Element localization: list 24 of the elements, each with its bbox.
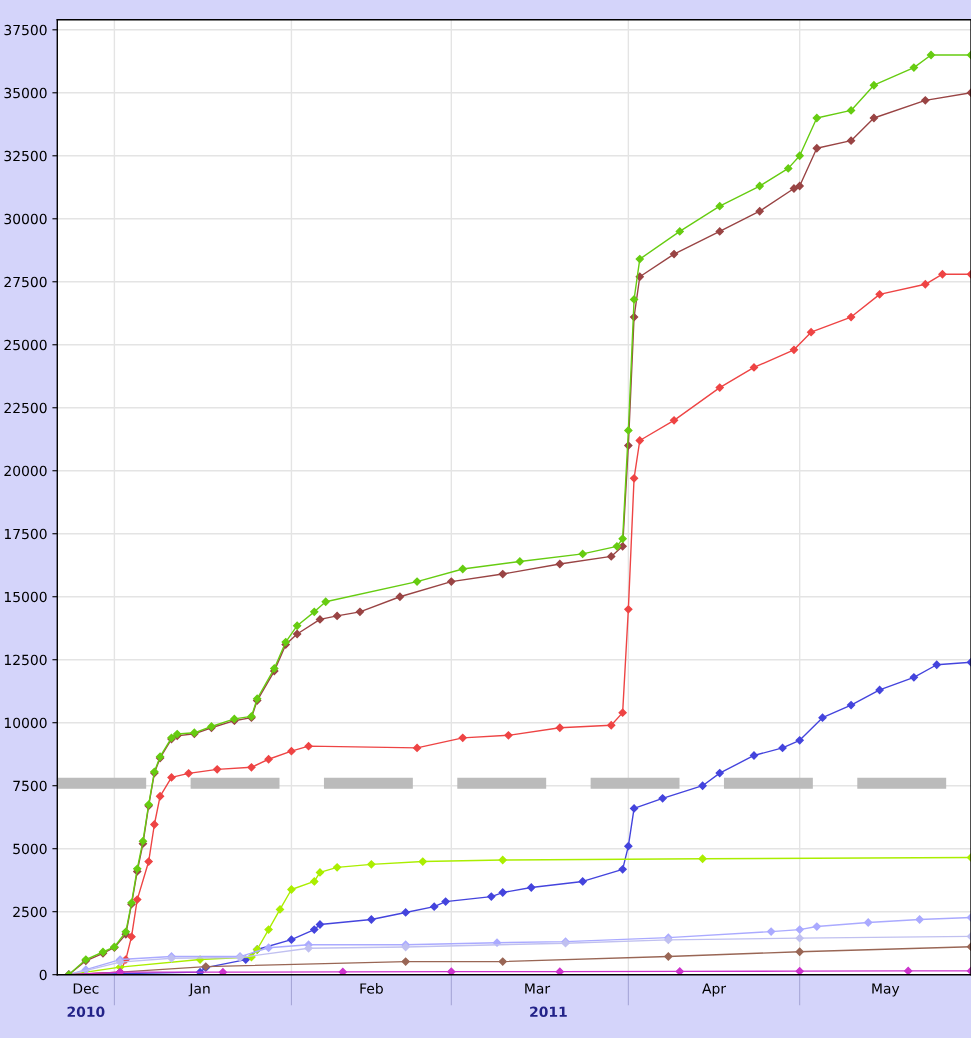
y-tick-label: 32500 (4, 150, 47, 162)
y-tick-label: 12500 (4, 654, 47, 666)
y-tick-label: 5000 (13, 843, 47, 855)
y-tick-label: 35000 (4, 87, 47, 99)
x-tick-label: Apr (702, 983, 727, 997)
y-tick-label: 0 (39, 969, 47, 981)
y-tick-label: 27500 (4, 276, 47, 288)
x2-tick-label: 2010 (67, 1006, 105, 1018)
y-tick-label: 30000 (4, 213, 47, 225)
y-tick-label: 37500 (4, 24, 47, 36)
y-tick-label: 20000 (4, 465, 47, 477)
x-tick-label: May (872, 983, 900, 997)
x2-tick-label: 2011 (530, 1006, 567, 1018)
x-tick-label: Feb (360, 983, 383, 994)
y-tick-label: 17500 (4, 528, 47, 540)
x-tick-label: Jan (188, 983, 210, 997)
y-tick-label: 22500 (4, 402, 47, 414)
y-tick-label: 15000 (4, 591, 47, 603)
y-tick-label: 2500 (13, 906, 47, 918)
y-tick-label: 10000 (4, 717, 47, 729)
x-tick-label: Dec (73, 983, 99, 994)
y-tick-label: 25000 (4, 339, 47, 351)
y-tick-label: 7500 (13, 780, 47, 792)
x-tick-label: Mar (525, 983, 551, 994)
